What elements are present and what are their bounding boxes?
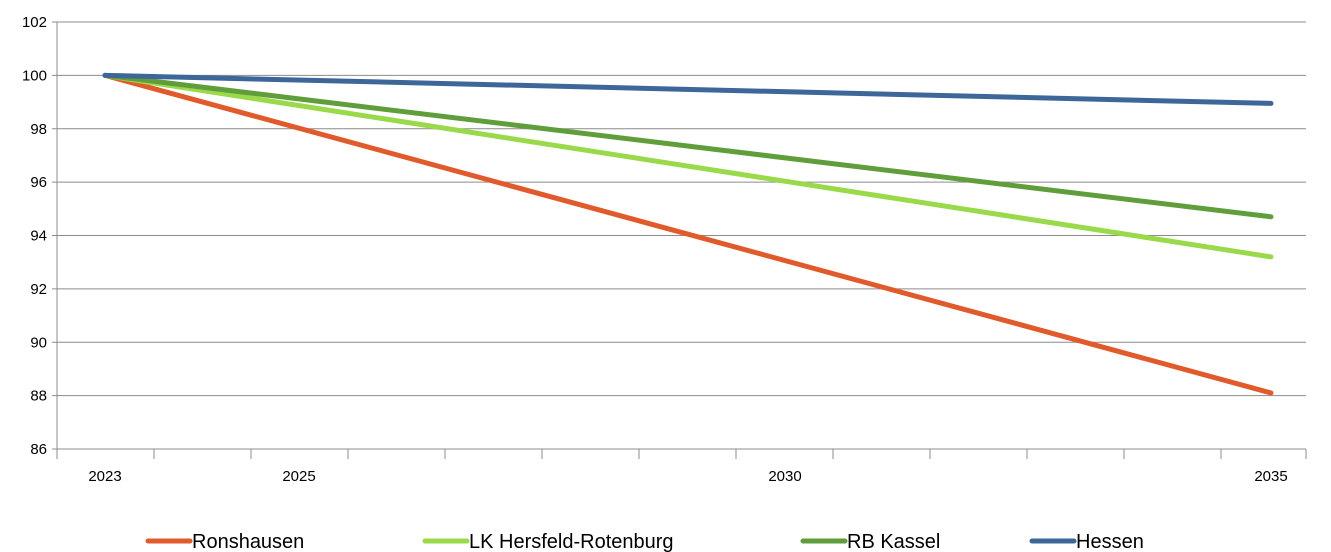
y-tick-label: 90	[30, 334, 47, 351]
series-line-rb-kassel	[102, 72, 1274, 220]
x-tick-label: 2023	[88, 468, 121, 485]
x-tick-label: 2035	[1254, 468, 1287, 485]
series-line-hessen	[102, 72, 1274, 106]
gridlines	[57, 21, 1306, 397]
legend-label: Ronshausen	[192, 531, 304, 552]
legend-label: Hessen	[1076, 531, 1144, 552]
y-tick-label: 96	[30, 174, 47, 191]
y-tick-label: 100	[22, 67, 47, 84]
series-line-ronshausen	[102, 72, 1274, 396]
x-tick-labels: 2023 2025 2030 2035	[88, 468, 1287, 485]
y-tick-label: 88	[30, 388, 47, 405]
x-tick-label: 2025	[282, 468, 315, 485]
series-line-lk-hersfeld-rotenburg	[102, 72, 1274, 260]
y-tick-label: 86	[30, 441, 47, 458]
y-tick-label: 92	[30, 281, 47, 298]
y-tick-label: 102	[22, 14, 47, 31]
series-lines	[102, 72, 1274, 396]
legend-label: LK Hersfeld-Rotenburg	[469, 531, 674, 552]
legend: Ronshausen LK Hersfeld-Rotenburg RB Kassel…	[145, 531, 1144, 552]
y-tick-label: 94	[30, 228, 47, 245]
x-tick-label: 2030	[768, 468, 801, 485]
legend-label: RB Kassel	[847, 531, 940, 552]
axes	[52, 21, 1307, 459]
y-tick-label: 98	[30, 121, 47, 138]
y-tick-labels: 86 88 90 92 94 96 98 100 102	[22, 14, 47, 458]
